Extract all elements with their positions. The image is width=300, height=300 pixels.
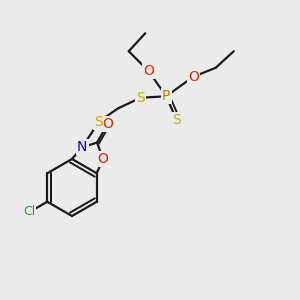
Text: N: N (77, 140, 87, 154)
Text: S: S (136, 91, 145, 105)
Text: S: S (172, 113, 181, 127)
Text: O: O (143, 64, 154, 78)
Text: O: O (98, 152, 109, 166)
Text: Cl: Cl (23, 205, 35, 218)
Text: O: O (102, 117, 113, 131)
Text: S: S (94, 115, 103, 129)
Text: O: O (188, 70, 199, 84)
Text: P: P (162, 89, 170, 103)
